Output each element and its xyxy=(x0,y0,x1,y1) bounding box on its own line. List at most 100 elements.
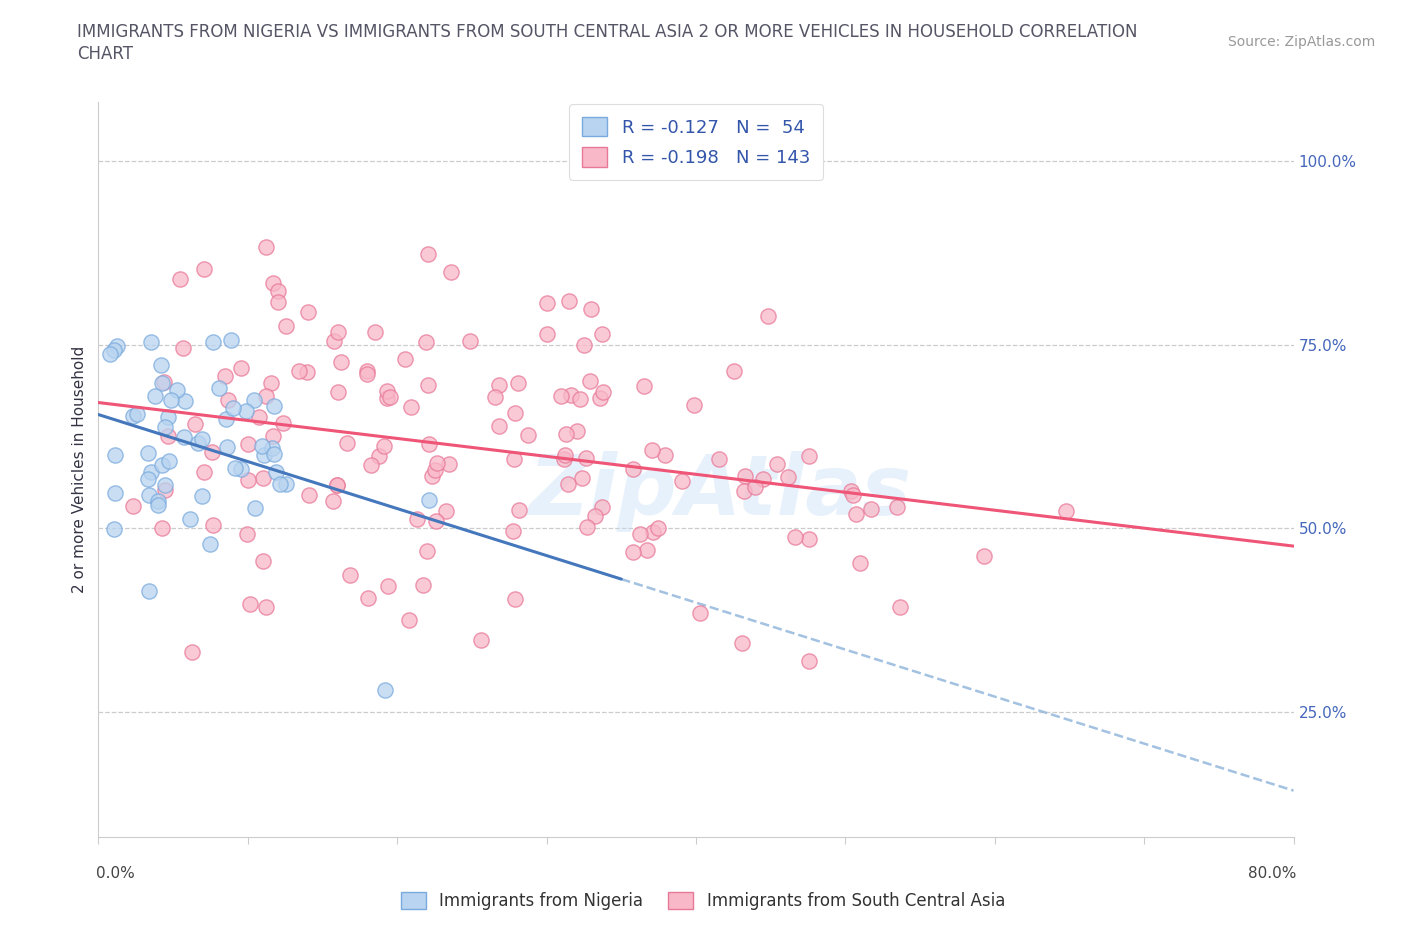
Text: 80.0%: 80.0% xyxy=(1247,867,1296,882)
Point xyxy=(406,512,429,526)
Point xyxy=(374,683,396,698)
Point xyxy=(733,484,755,498)
Point xyxy=(643,525,665,539)
Point xyxy=(191,432,214,446)
Text: Source: ZipAtlas.com: Source: ZipAtlas.com xyxy=(1227,35,1375,49)
Point xyxy=(138,472,160,486)
Point xyxy=(138,583,160,598)
Point xyxy=(886,499,908,514)
Point xyxy=(260,376,283,391)
Point xyxy=(502,524,524,538)
Point xyxy=(360,458,382,472)
Point xyxy=(356,364,378,379)
Point xyxy=(536,326,558,341)
Point xyxy=(267,294,290,309)
Point xyxy=(262,441,284,456)
Point xyxy=(553,451,575,466)
Point xyxy=(235,404,257,418)
Point xyxy=(536,296,558,311)
Point xyxy=(325,477,347,492)
Point xyxy=(159,392,181,407)
Point xyxy=(181,644,204,659)
Point xyxy=(169,272,191,286)
Point xyxy=(323,333,346,348)
Point xyxy=(238,472,260,487)
Point xyxy=(412,578,434,592)
Point xyxy=(709,451,731,466)
Point xyxy=(149,358,172,373)
Point xyxy=(201,517,224,532)
Point xyxy=(357,591,380,605)
Point xyxy=(723,364,745,379)
Point xyxy=(589,391,612,405)
Point xyxy=(621,545,644,560)
Point xyxy=(554,427,576,442)
Point xyxy=(150,521,173,536)
Point xyxy=(143,389,166,404)
Point xyxy=(766,457,789,472)
Point xyxy=(377,578,399,593)
Point xyxy=(262,275,284,290)
Point xyxy=(339,567,361,582)
Point xyxy=(503,452,526,467)
Point xyxy=(579,301,602,316)
Point xyxy=(243,392,266,407)
Point xyxy=(224,461,246,476)
Point xyxy=(503,591,526,606)
Point xyxy=(420,469,443,484)
Point xyxy=(557,294,579,309)
Point xyxy=(418,493,440,508)
Point xyxy=(150,458,173,472)
Point xyxy=(153,478,176,493)
Point xyxy=(418,436,440,451)
Point xyxy=(239,597,262,612)
Point xyxy=(238,437,260,452)
Point xyxy=(591,326,613,341)
Point xyxy=(247,409,270,424)
Point xyxy=(326,478,349,493)
Point xyxy=(889,599,911,614)
Point xyxy=(488,378,510,392)
Point xyxy=(647,521,669,536)
Point xyxy=(439,457,461,472)
Text: ZipAtlas: ZipAtlas xyxy=(529,451,911,532)
Point xyxy=(295,365,318,379)
Point xyxy=(191,488,214,503)
Point xyxy=(356,367,378,382)
Point xyxy=(628,526,651,541)
Point xyxy=(579,373,602,388)
Point xyxy=(654,448,676,463)
Point xyxy=(138,487,160,502)
Point xyxy=(326,384,349,399)
Point xyxy=(415,335,437,350)
Point xyxy=(330,354,353,369)
Point xyxy=(264,464,287,479)
Point xyxy=(235,526,257,541)
Legend: Immigrants from Nigeria, Immigrants from South Central Asia: Immigrants from Nigeria, Immigrants from… xyxy=(394,885,1012,917)
Point xyxy=(262,429,284,444)
Point xyxy=(271,415,294,430)
Point xyxy=(269,477,291,492)
Point xyxy=(326,325,349,339)
Point xyxy=(488,418,510,433)
Point xyxy=(583,509,606,524)
Point xyxy=(297,304,319,319)
Point xyxy=(484,390,506,405)
Point xyxy=(399,400,422,415)
Point xyxy=(423,462,446,477)
Point xyxy=(799,532,821,547)
Point xyxy=(783,529,806,544)
Point xyxy=(470,632,492,647)
Point xyxy=(731,636,754,651)
Point xyxy=(274,318,297,333)
Point xyxy=(254,600,277,615)
Point xyxy=(250,439,273,454)
Point xyxy=(368,448,391,463)
Point xyxy=(193,464,215,479)
Point xyxy=(973,549,995,564)
Point xyxy=(592,385,614,400)
Point xyxy=(756,309,779,324)
Point xyxy=(416,377,439,392)
Point xyxy=(153,419,176,434)
Point xyxy=(426,456,449,471)
